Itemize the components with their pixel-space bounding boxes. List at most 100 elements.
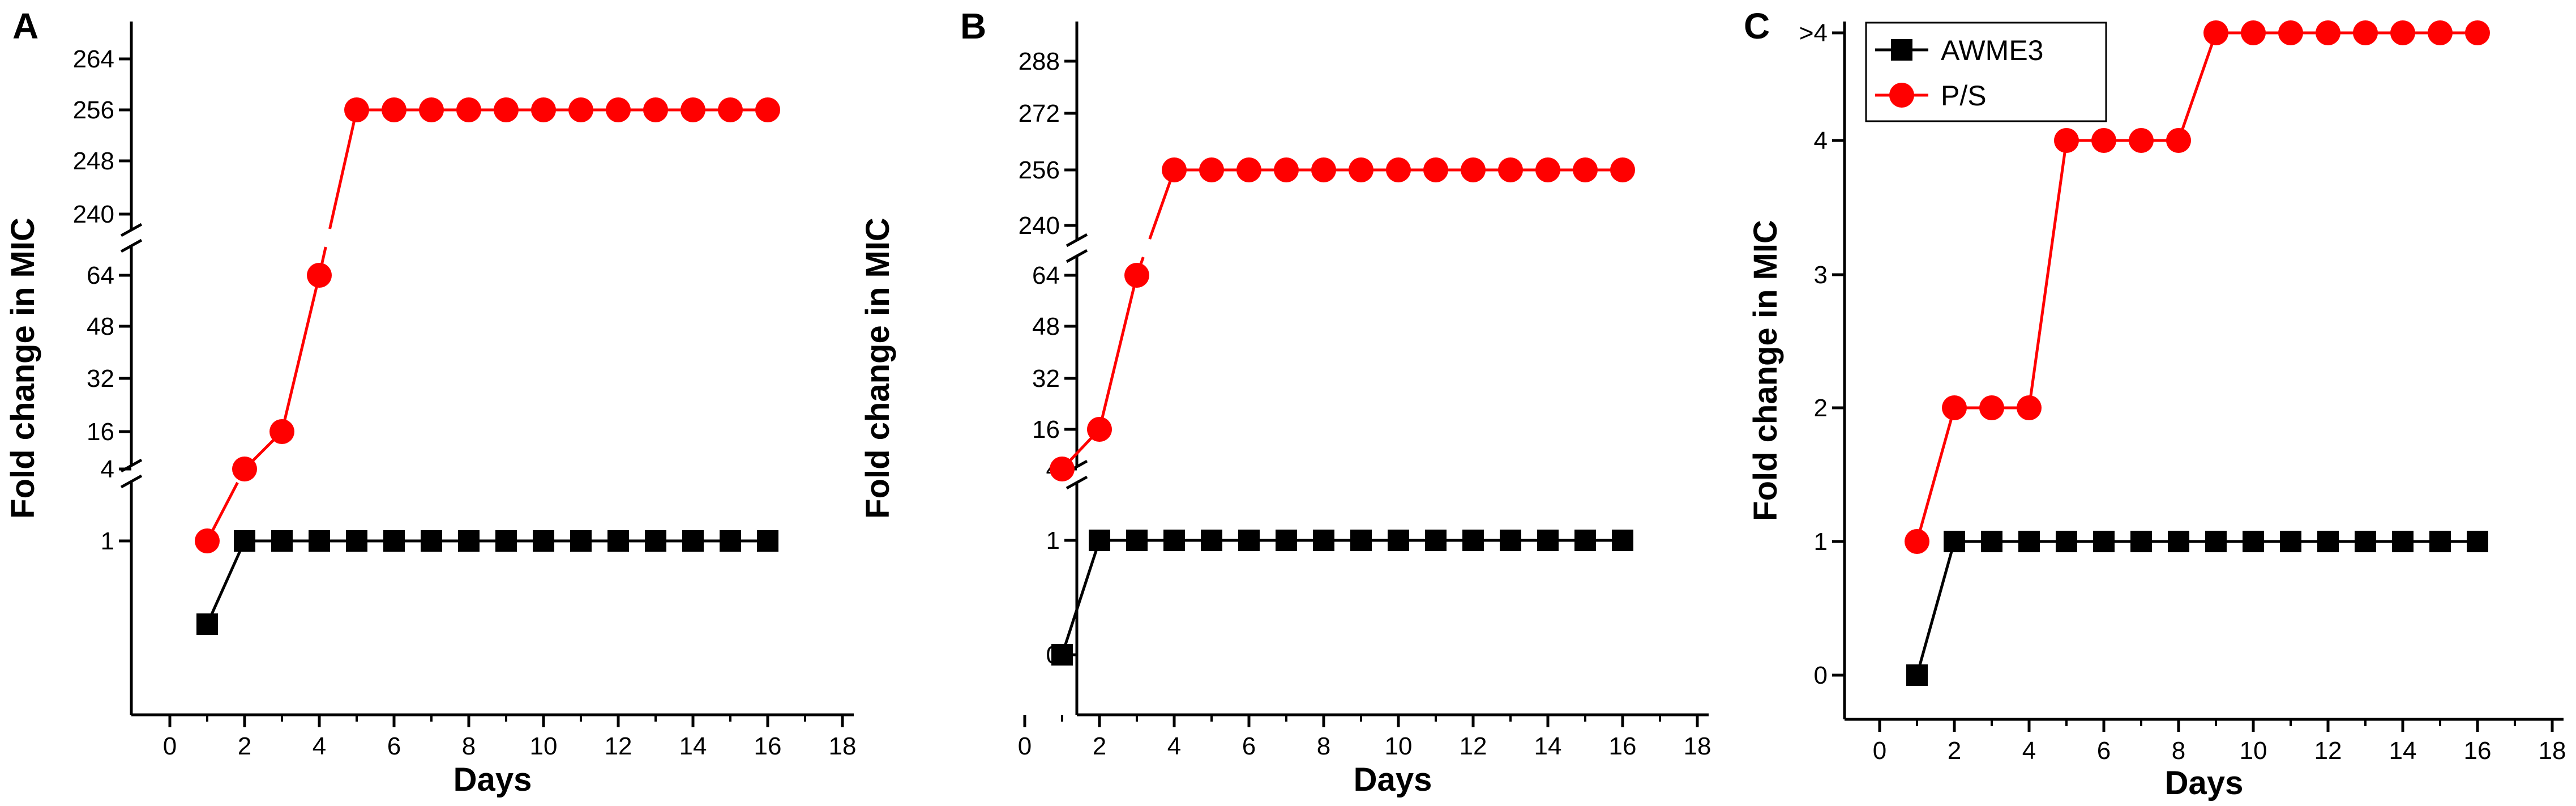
y-tick-label: 16 <box>1032 416 1060 443</box>
data-point-awme3 <box>1906 664 1928 686</box>
data-point-ps <box>681 97 705 122</box>
y-tick-label: 4 <box>1814 127 1828 155</box>
x-tick-label: 8 <box>1317 732 1330 760</box>
data-point-ps <box>1979 395 2004 420</box>
y-axis-title: Fold change in MIC <box>859 218 896 519</box>
series-line-ps <box>1915 407 1956 542</box>
data-point-awme3 <box>383 530 405 552</box>
x-tick-label: 18 <box>829 732 857 760</box>
data-point-awme3 <box>607 530 629 552</box>
y-tick-label: 248 <box>73 147 114 175</box>
x-tick-label: 10 <box>530 732 558 760</box>
x-tick-label: 2 <box>1948 737 1961 765</box>
data-point-awme3 <box>196 613 218 635</box>
data-point-awme3 <box>1612 530 1633 551</box>
data-point-awme3 <box>271 530 293 552</box>
data-point-ps <box>2316 20 2340 45</box>
y-tick-label: 240 <box>73 201 114 228</box>
data-point-awme3 <box>2243 531 2264 552</box>
y-tick-label: 1 <box>1814 528 1828 556</box>
data-point-awme3 <box>2130 531 2152 552</box>
x-tick-label: 6 <box>1242 732 1256 760</box>
data-point-awme3 <box>682 530 704 552</box>
data-point-awme3 <box>2392 531 2414 552</box>
y-axis-title: Fold change in MIC <box>1747 220 1784 521</box>
data-point-awme3 <box>1089 530 1110 551</box>
data-point-awme3 <box>2205 531 2227 552</box>
series-line-ps <box>2027 140 2068 408</box>
y-tick-label: 240 <box>1019 212 1060 240</box>
x-tick-label: 16 <box>754 732 782 760</box>
y-tick-label: 48 <box>1032 313 1060 340</box>
x-tick-label: 14 <box>1534 732 1562 760</box>
x-tick-label: 2 <box>1093 732 1106 760</box>
data-point-awme3 <box>2467 531 2488 552</box>
data-point-awme3 <box>458 530 480 552</box>
data-point-ps <box>1274 157 1299 182</box>
data-point-ps <box>755 97 780 122</box>
data-point-ps <box>195 528 220 553</box>
x-tick-label: 4 <box>1167 732 1181 760</box>
x-axis-title: Days <box>1354 761 1432 798</box>
x-tick-label: 12 <box>605 732 632 760</box>
x-tick-label: 6 <box>387 732 401 760</box>
data-point-awme3 <box>1500 530 1521 551</box>
axis-break-mark <box>120 474 143 489</box>
data-point-awme3 <box>2280 531 2301 552</box>
y-tick-label: 264 <box>73 45 114 73</box>
x-tick-label: 4 <box>2022 737 2036 765</box>
x-tick-label: 18 <box>2539 737 2566 765</box>
y-tick-label: >4 <box>1799 19 1828 47</box>
data-point-awme3 <box>570 530 592 552</box>
y-tick-label: 256 <box>1019 156 1060 184</box>
data-point-ps <box>2091 128 2116 153</box>
data-point-awme3 <box>1425 530 1447 551</box>
x-tick-label: 18 <box>1684 732 1711 760</box>
data-point-ps <box>1311 157 1336 182</box>
y-tick-label: 3 <box>1814 261 1828 289</box>
panel-letter: B <box>960 6 986 46</box>
chart-panel-a: A0 2 4 6 8 10 12 14 16 181416324864240248256264Da… <box>5 6 856 798</box>
x-axis-title: Days <box>2165 765 2244 801</box>
data-point-ps <box>456 97 481 122</box>
chart-panel-b: B02468101214161801416324864240256272288D… <box>859 6 1711 798</box>
data-point-awme3 <box>346 530 367 552</box>
data-point-ps <box>643 97 668 122</box>
legend-marker-square <box>1891 39 1912 61</box>
x-tick-label: 8 <box>2172 737 2185 765</box>
y-axis-title: Fold change in MIC <box>5 218 41 519</box>
panel-letter: C <box>1744 6 1770 46</box>
data-point-awme3 <box>1313 530 1334 551</box>
data-point-ps <box>2390 20 2415 45</box>
data-point-awme3 <box>1163 530 1185 551</box>
series-line-awme3 <box>1060 540 1101 655</box>
series-line-awme3 <box>206 540 246 625</box>
data-point-ps <box>1087 417 1112 442</box>
data-point-ps <box>2129 128 2154 153</box>
data-point-awme3 <box>234 530 255 552</box>
data-point-awme3 <box>645 530 666 552</box>
x-tick-label: 0 <box>1873 737 1886 765</box>
y-tick-label: 32 <box>87 365 114 393</box>
data-point-awme3 <box>1350 530 1372 551</box>
y-tick-label: 64 <box>1032 262 1060 289</box>
data-point-awme3 <box>1276 530 1297 551</box>
data-point-awme3 <box>533 530 554 552</box>
data-point-ps <box>606 97 631 122</box>
x-tick-label: 10 <box>1385 732 1413 760</box>
data-point-awme3 <box>757 530 778 552</box>
data-point-awme3 <box>2018 531 2040 552</box>
data-point-ps <box>2278 20 2303 45</box>
data-point-ps <box>1461 157 1486 182</box>
data-point-awme3 <box>1238 530 1260 551</box>
y-tick-label: 16 <box>87 418 114 446</box>
data-point-ps <box>2428 20 2453 45</box>
data-point-ps <box>2054 128 2079 153</box>
data-point-ps <box>494 97 519 122</box>
data-point-ps <box>1535 157 1560 182</box>
data-point-awme3 <box>1462 530 1484 551</box>
x-tick-label: 6 <box>2097 737 2111 765</box>
data-point-awme3 <box>1388 530 1409 551</box>
data-point-ps <box>2241 20 2266 45</box>
data-point-ps <box>2353 20 2378 45</box>
